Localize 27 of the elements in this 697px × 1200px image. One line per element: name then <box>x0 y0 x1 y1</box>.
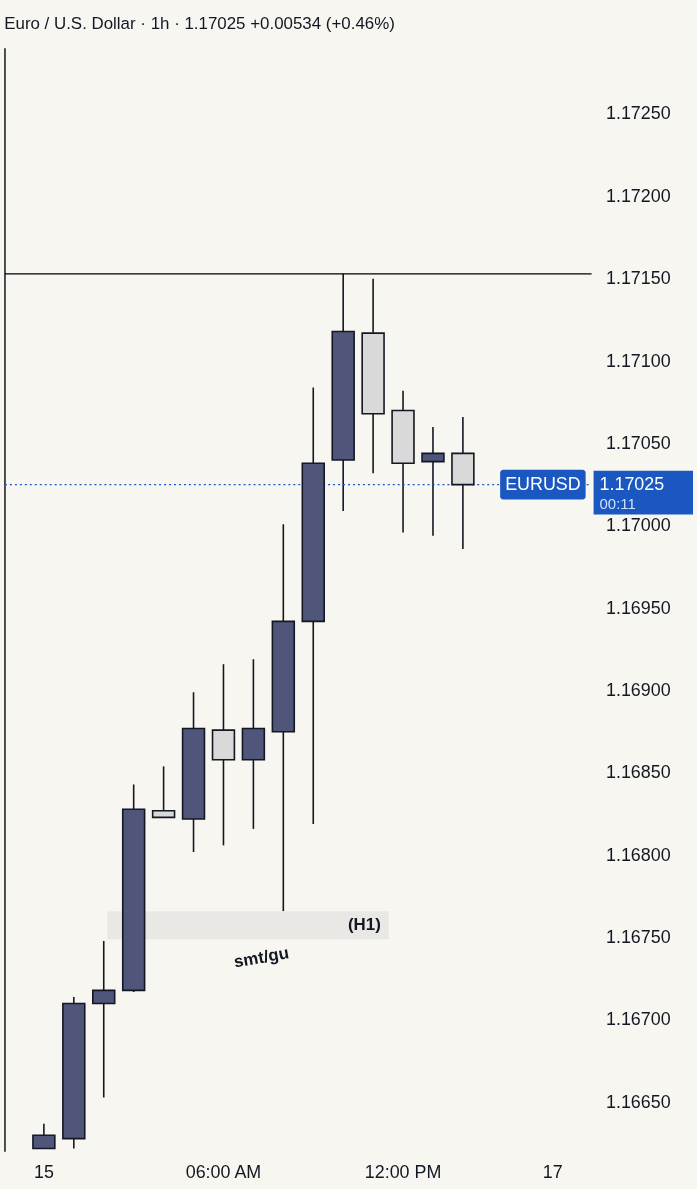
y-tick-label: 1.17250 <box>606 103 671 124</box>
y-tick-label: 1.17150 <box>606 268 671 289</box>
x-tick-label: 12:00 PM <box>364 1162 442 1183</box>
annotation: smt/gu <box>232 943 291 972</box>
y-tick-label: 1.17000 <box>606 515 671 536</box>
text: 00:11 <box>599 495 636 512</box>
y-tick-label: 1.16850 <box>606 762 671 783</box>
candlestick <box>151 765 176 819</box>
y-tick-label: 1.17050 <box>606 432 671 453</box>
ref-line-label: EURUSD <box>505 473 581 494</box>
y-tick-label: 1.16750 <box>606 927 671 948</box>
text: 1.17025 <box>599 473 665 494</box>
chart-title: Euro / U.S. Dollar · 1h · 1.17025 +0.00534 (+0.46%) <box>4 14 395 34</box>
candlestick <box>92 940 116 1099</box>
y-tick-label: 1.16900 <box>606 680 671 701</box>
band-label: (H1) <box>347 915 381 935</box>
candlestick <box>32 1123 56 1150</box>
y-tick-label: 1.16800 <box>606 844 671 865</box>
y-tick-label: 1.16650 <box>606 1091 671 1112</box>
y-tick-label: 1.17200 <box>606 185 671 206</box>
y-tick-label: 1.16950 <box>606 597 671 618</box>
x-tick-label: 15 <box>33 1162 54 1183</box>
y-tick-label: 1.17100 <box>606 350 671 371</box>
candlestick <box>421 426 445 537</box>
x-tick-label: 17 <box>542 1162 563 1183</box>
x-tick-label: 06:00 AM <box>185 1162 262 1183</box>
y-tick-label: 1.16700 <box>606 1009 671 1030</box>
